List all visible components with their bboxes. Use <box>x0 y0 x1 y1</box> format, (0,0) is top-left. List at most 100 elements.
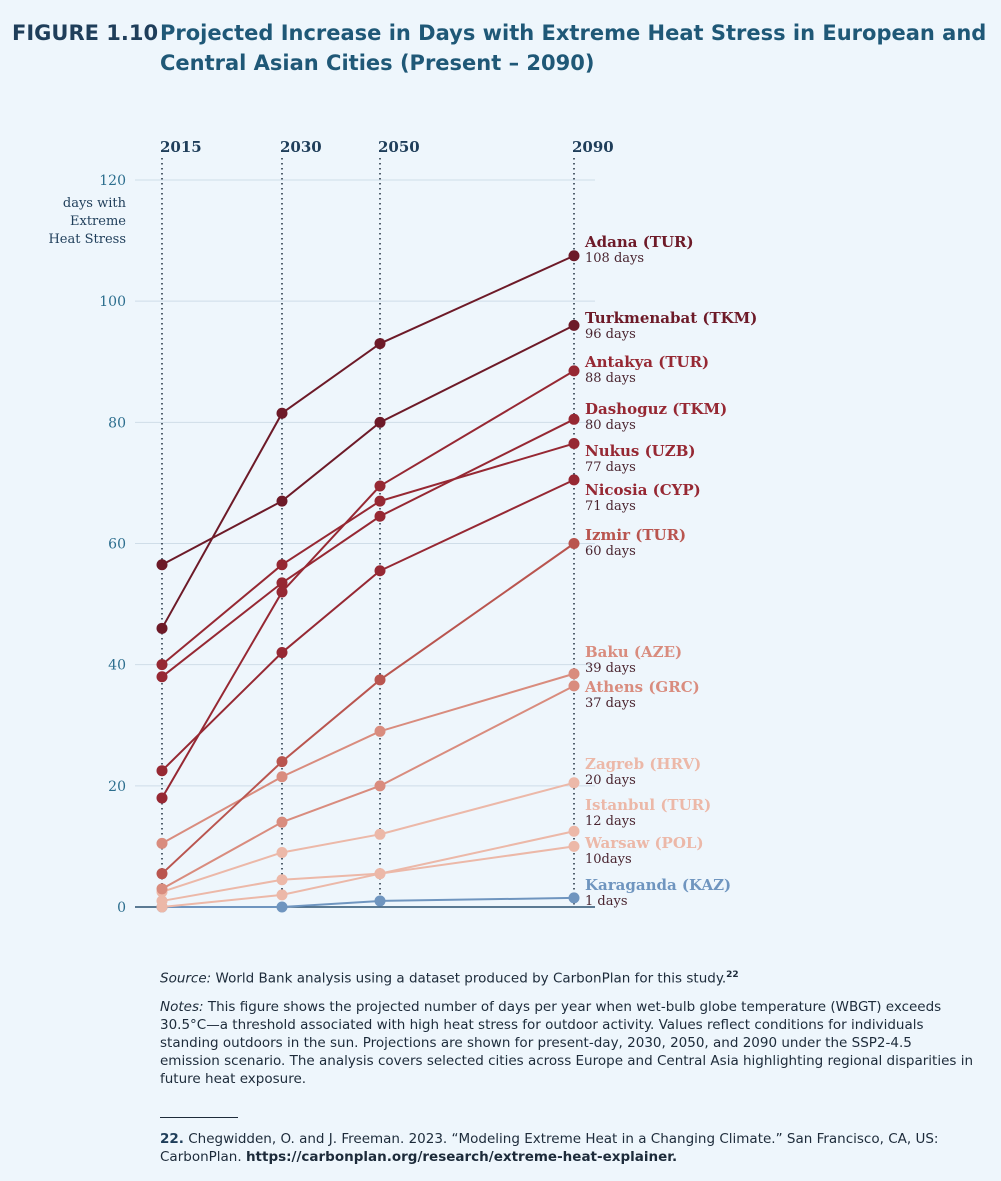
series-end-label: Warsaw (POL) <box>584 834 704 852</box>
footnote-divider <box>160 1117 238 1118</box>
source-ref: 22 <box>726 970 739 980</box>
series-line <box>161 418 575 678</box>
data-point <box>276 816 288 828</box>
data-point <box>374 674 386 686</box>
notes-block: Source: World Bank analysis using a data… <box>160 966 975 1098</box>
series-line <box>161 324 575 566</box>
figure-label: FIGURE 1.10 <box>12 21 159 45</box>
data-point <box>568 319 580 331</box>
series-end-value: 1 days <box>585 894 628 909</box>
series-end-value: 71 days <box>585 499 636 514</box>
data-point <box>374 828 386 840</box>
data-point <box>568 365 580 377</box>
x-tick-label: 2015 <box>160 138 202 156</box>
series-end-label: Izmir (TUR) <box>585 526 686 544</box>
data-point <box>156 622 168 634</box>
data-point <box>276 495 288 507</box>
data-point <box>276 647 288 659</box>
series-line <box>161 542 575 875</box>
data-point <box>156 895 168 907</box>
data-point <box>276 901 288 913</box>
x-tick-label: 2030 <box>280 138 322 156</box>
data-point <box>156 659 168 671</box>
footnote-link[interactable]: https://carbonplan.org/research/extreme-… <box>245 1149 678 1165</box>
series-end-value: 60 days <box>585 544 636 559</box>
y-axis-label: days with <box>63 196 127 211</box>
y-tick-label: 0 <box>117 900 126 916</box>
series-end-label: Nukus (UZB) <box>585 442 696 460</box>
data-point <box>156 765 168 777</box>
data-point <box>374 780 386 792</box>
data-point <box>276 577 288 589</box>
figure-title: Projected Increase in Days with Extreme … <box>160 21 987 75</box>
y-axis-label: Heat Stress <box>48 232 126 247</box>
data-point <box>568 474 580 486</box>
x-tick-label: 2090 <box>572 138 614 156</box>
data-point <box>276 771 288 783</box>
grid-layer <box>135 179 595 908</box>
data-point <box>156 837 168 849</box>
series-end-label: Dashoguz (TKM) <box>585 400 727 418</box>
series-end-value: 39 days <box>585 661 636 676</box>
series-end-label: Istanbul (TUR) <box>585 796 711 814</box>
series-end-value: 37 days <box>585 696 636 711</box>
data-point <box>276 874 288 886</box>
series-end-value: 80 days <box>585 418 636 433</box>
y-tick-label: 60 <box>108 537 126 553</box>
series-line <box>161 254 575 629</box>
data-point <box>374 895 386 907</box>
notes-text: This figure shows the projected number o… <box>160 998 974 1087</box>
data-point <box>276 559 288 571</box>
series-end-label: Nicosia (CYP) <box>585 481 701 499</box>
footnote: 22. Chegwidden, O. and J. Freeman. 2023.… <box>160 1130 975 1166</box>
y-tick-label: 100 <box>99 294 126 310</box>
data-point <box>276 846 288 858</box>
data-point <box>568 438 580 450</box>
series-end-label: Turkmenabat (TKM) <box>585 309 757 327</box>
data-point <box>156 559 168 571</box>
data-point <box>276 889 288 901</box>
y-tick-label: 80 <box>108 415 126 431</box>
series-end-value: 96 days <box>585 327 636 342</box>
series-end-label: Baku (AZE) <box>585 643 682 661</box>
data-point <box>374 510 386 522</box>
y-tick-label: 120 <box>99 173 126 189</box>
data-point <box>568 680 580 692</box>
series-end-label: Karaganda (KAZ) <box>585 876 731 894</box>
data-point <box>568 538 580 549</box>
series-line <box>161 830 575 902</box>
data-point <box>276 407 288 419</box>
series-end-value: 10days <box>585 852 632 867</box>
data-point <box>568 413 580 425</box>
data-point <box>374 480 386 492</box>
series-end-label: Antakya (TUR) <box>584 353 709 371</box>
series-end-value: 88 days <box>585 371 636 386</box>
data-point <box>156 671 168 683</box>
data-point <box>276 586 288 598</box>
y-tick-label: 20 <box>108 779 126 795</box>
series-layer <box>156 250 580 913</box>
series-line <box>161 781 575 893</box>
data-point <box>568 777 580 789</box>
data-point <box>374 868 386 880</box>
y-axis-label: Extreme <box>70 214 126 229</box>
series-line <box>162 896 575 908</box>
footnote-number: 22. <box>160 1131 184 1147</box>
figure-header: FIGURE 1.10 Projected Increase in Days w… <box>12 18 987 78</box>
line-chart: 0 20 40 60 80 100 120 days with Extreme Heat Stre… <box>48 138 757 916</box>
series-line <box>161 845 575 908</box>
series-end-label: Zagreb (HRV) <box>585 755 701 773</box>
series-end-value: 108 days <box>585 251 644 266</box>
data-point <box>568 825 580 837</box>
data-point <box>374 495 386 507</box>
series-line <box>161 478 575 772</box>
source-label: Source: <box>160 970 212 987</box>
data-point <box>374 338 386 350</box>
series-line <box>161 369 575 799</box>
series-end-value: 20 days <box>585 773 636 788</box>
data-point <box>374 565 386 577</box>
data-point <box>568 250 580 262</box>
notes-label: Notes: <box>160 998 204 1015</box>
data-point <box>374 416 386 428</box>
data-point <box>156 883 168 895</box>
